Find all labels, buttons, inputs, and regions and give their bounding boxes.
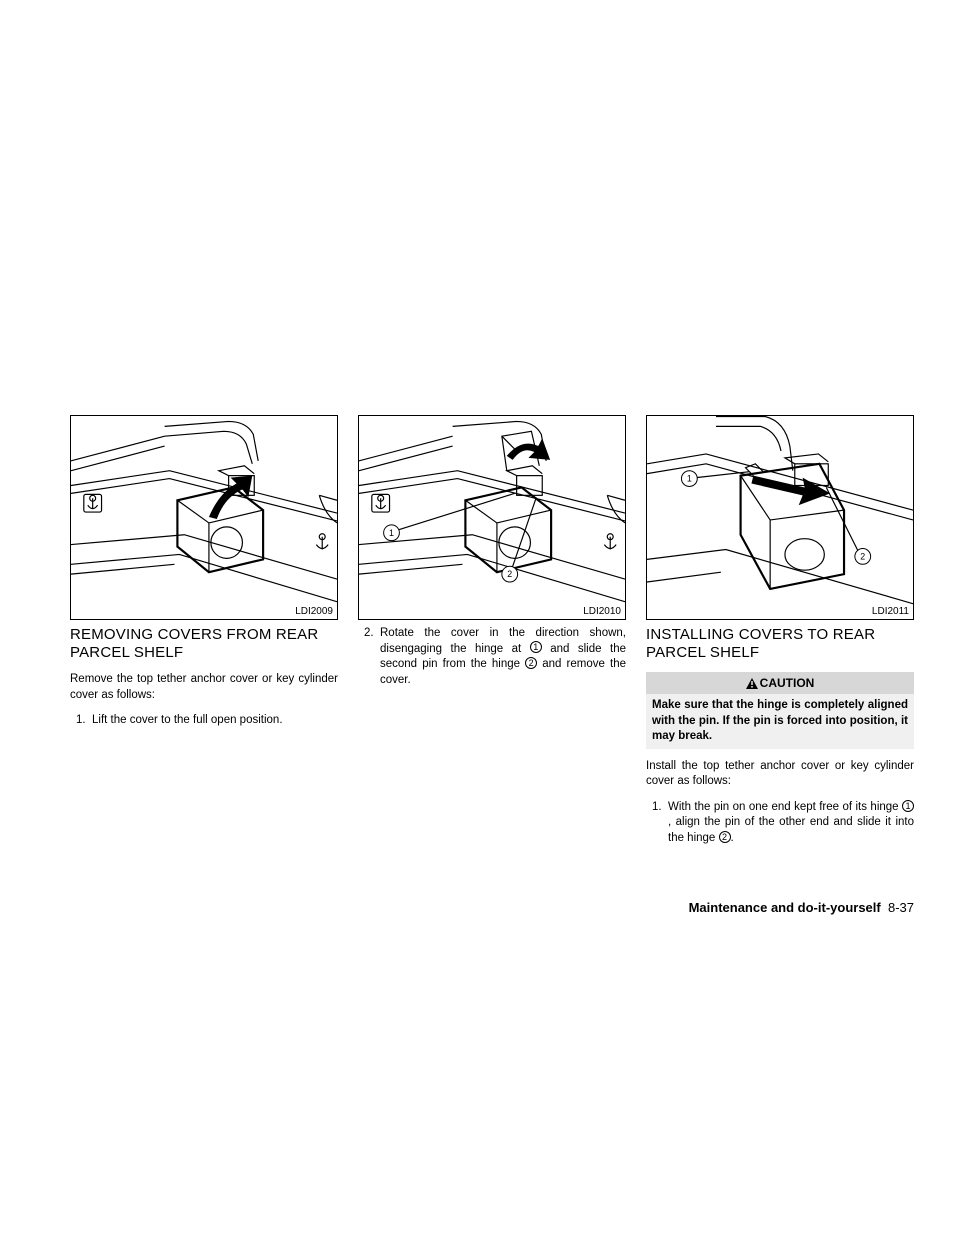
column-1: LDI2009 REMOVING COVERS FROM REAR PARCEL… [70,415,338,846]
step-number: 2. [364,626,374,642]
footer-page: 8-37 [888,900,914,915]
column-2: 1 2 LDI2010 2. Rotate the cover in the d… [358,415,626,846]
figure-3-callout-1: 1 [687,474,692,484]
caution-body: Make sure that the hinge is completely a… [646,694,914,749]
callout-ref-2: 2 [719,831,731,843]
installing-step-1: 1. With the pin on one end kept free of … [646,800,914,847]
figure-2: 1 2 LDI2010 [358,415,626,620]
callout-ref-1: 1 [902,800,914,812]
warning-icon [746,678,758,689]
callout-ref-1: 1 [530,641,542,653]
step-text-b: , align the pin of the other end and sli… [668,816,914,844]
figure-3: 1 2 LDI2011 [646,415,914,620]
step-text: Lift the cover to the full open position… [92,714,283,726]
step-text-c: . [731,832,734,844]
page-footer: Maintenance and do-it-yourself 8-37 [689,900,914,915]
figure-3-label: LDI2011 [872,606,909,617]
figure-1-label: LDI2009 [295,606,333,617]
caution-header: CAUTION [646,672,914,694]
removing-intro: Remove the top tether anchor cover or ke… [70,672,338,703]
figure-2-callout-1: 1 [389,528,394,538]
removing-step-2: 2. Rotate the cover in the direction sho… [358,626,626,688]
column-3: 1 2 LDI2011 INSTALLING COVERS TO REAR PA… [646,415,914,846]
callout-ref-2: 2 [525,657,537,669]
section-title-removing: REMOVING COVERS FROM REAR PARCEL SHELF [70,626,338,662]
figure-2-label: LDI2010 [583,606,621,617]
section-title-installing: INSTALLING COVERS TO REAR PARCEL SHELF [646,626,914,662]
footer-section: Maintenance and do-it-yourself [689,900,881,915]
caution-label: CAUTION [760,676,815,690]
figure-3-callout-2: 2 [860,551,865,561]
removing-step-1: 1. Lift the cover to the full open posit… [70,713,338,729]
figure-1: LDI2009 [70,415,338,620]
step-text-a: With the pin on one end kept free of its… [668,801,902,813]
installing-intro: Install the top tether anchor cover or k… [646,759,914,790]
step-number: 1. [652,800,662,816]
figure-2-callout-2: 2 [507,569,512,579]
step-number: 1. [76,713,86,729]
